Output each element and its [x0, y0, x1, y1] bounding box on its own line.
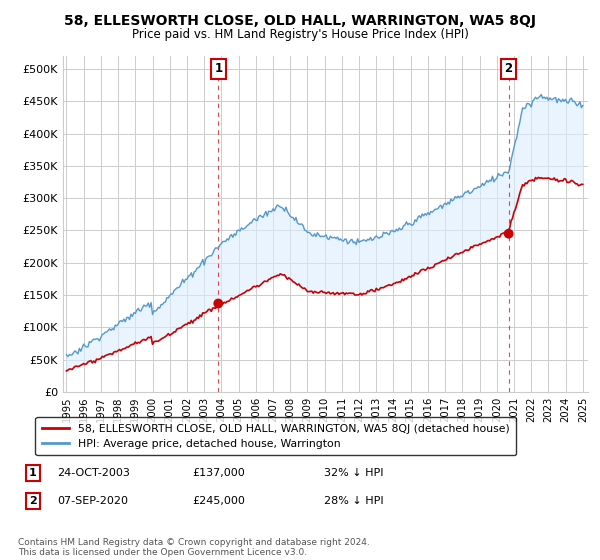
Text: 1: 1: [214, 62, 223, 76]
Text: 28% ↓ HPI: 28% ↓ HPI: [324, 496, 383, 506]
Text: Price paid vs. HM Land Registry's House Price Index (HPI): Price paid vs. HM Land Registry's House …: [131, 28, 469, 41]
Point: [214, 299, 223, 308]
Text: 1: 1: [29, 468, 37, 478]
Legend: 58, ELLESWORTH CLOSE, OLD HALL, WARRINGTON, WA5 8QJ (detached house), HPI: Avera: 58, ELLESWORTH CLOSE, OLD HALL, WARRINGT…: [35, 417, 516, 455]
Text: 07-SEP-2020: 07-SEP-2020: [57, 496, 128, 506]
Text: 2: 2: [505, 62, 513, 76]
Text: 24-OCT-2003: 24-OCT-2003: [57, 468, 130, 478]
Text: Contains HM Land Registry data © Crown copyright and database right 2024.
This d: Contains HM Land Registry data © Crown c…: [18, 538, 370, 557]
Text: 58, ELLESWORTH CLOSE, OLD HALL, WARRINGTON, WA5 8QJ: 58, ELLESWORTH CLOSE, OLD HALL, WARRINGT…: [64, 14, 536, 28]
Text: 32% ↓ HPI: 32% ↓ HPI: [324, 468, 383, 478]
Text: 2: 2: [29, 496, 37, 506]
Text: £245,000: £245,000: [192, 496, 245, 506]
Text: £137,000: £137,000: [192, 468, 245, 478]
Point: [504, 229, 514, 238]
